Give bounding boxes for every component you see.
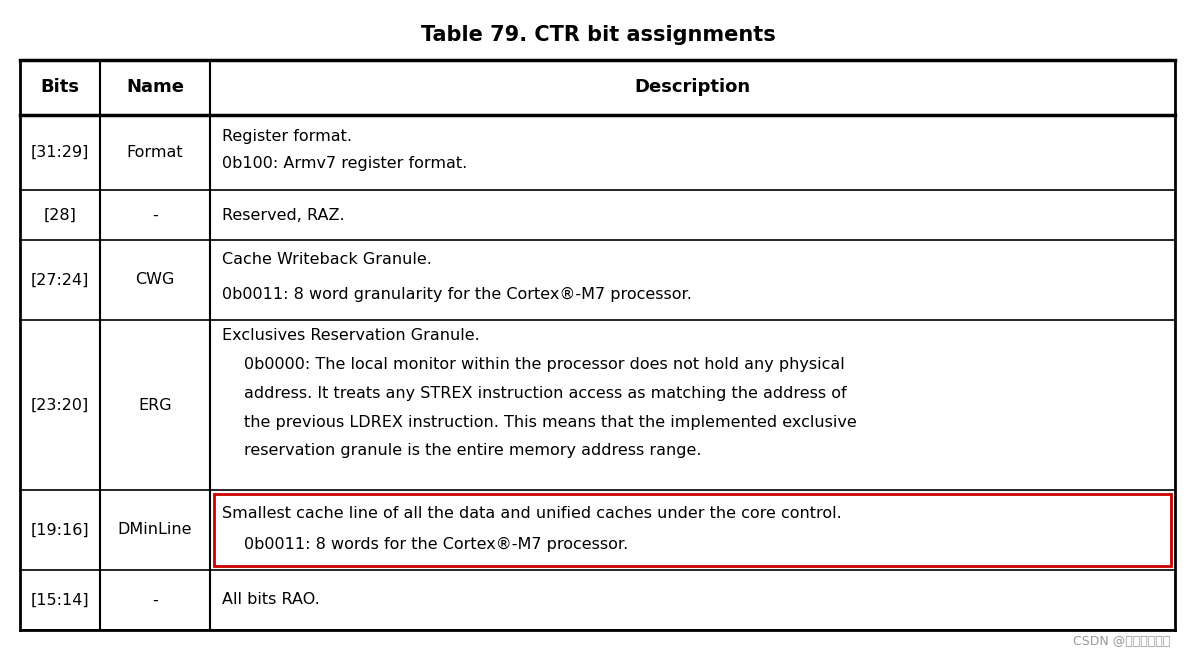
Text: Table 79. CTR bit assignments: Table 79. CTR bit assignments xyxy=(421,25,776,45)
Text: Cache Writeback Granule.: Cache Writeback Granule. xyxy=(221,252,432,268)
Text: the previous LDREX instruction. This means that the implemented exclusive: the previous LDREX instruction. This mea… xyxy=(244,414,857,430)
Text: Register format.: Register format. xyxy=(221,129,352,143)
Text: 0b0011: 8 word granularity for the Cortex®-M7 processor.: 0b0011: 8 word granularity for the Corte… xyxy=(221,287,692,302)
Text: [27:24]: [27:24] xyxy=(31,272,90,288)
Text: CSDN @您好，哪位？: CSDN @您好，哪位？ xyxy=(1073,635,1169,648)
Text: All bits RAO.: All bits RAO. xyxy=(221,592,320,608)
Text: 0b100: Armv7 register format.: 0b100: Armv7 register format. xyxy=(221,156,467,171)
Text: Smallest cache line of all the data and unified caches under the core control.: Smallest cache line of all the data and … xyxy=(221,507,841,521)
Text: [15:14]: [15:14] xyxy=(31,592,90,608)
Text: [31:29]: [31:29] xyxy=(31,145,90,160)
Text: Name: Name xyxy=(126,78,184,96)
Text: Description: Description xyxy=(634,78,751,96)
Text: 0b0000: The local monitor within the processor does not hold any physical: 0b0000: The local monitor within the pro… xyxy=(244,357,845,372)
Text: -: - xyxy=(152,207,158,222)
Text: Reserved, RAZ.: Reserved, RAZ. xyxy=(221,207,345,222)
Bar xyxy=(214,494,1171,566)
Text: Exclusives Reservation Granule.: Exclusives Reservation Granule. xyxy=(221,328,480,343)
Text: CWG: CWG xyxy=(135,272,175,288)
Text: ERG: ERG xyxy=(138,398,172,412)
Text: reservation granule is the entire memory address range.: reservation granule is the entire memory… xyxy=(244,444,701,458)
Text: 0b0011: 8 words for the Cortex®-M7 processor.: 0b0011: 8 words for the Cortex®-M7 proce… xyxy=(244,537,628,552)
Text: address. It treats any STREX instruction access as matching the address of: address. It treats any STREX instruction… xyxy=(244,386,846,400)
Text: [23:20]: [23:20] xyxy=(31,398,89,412)
Text: Bits: Bits xyxy=(41,78,79,96)
Text: DMinLine: DMinLine xyxy=(117,523,193,537)
Text: -: - xyxy=(152,592,158,608)
Text: [19:16]: [19:16] xyxy=(31,523,90,537)
Text: [28]: [28] xyxy=(43,207,77,222)
Text: Format: Format xyxy=(127,145,183,160)
